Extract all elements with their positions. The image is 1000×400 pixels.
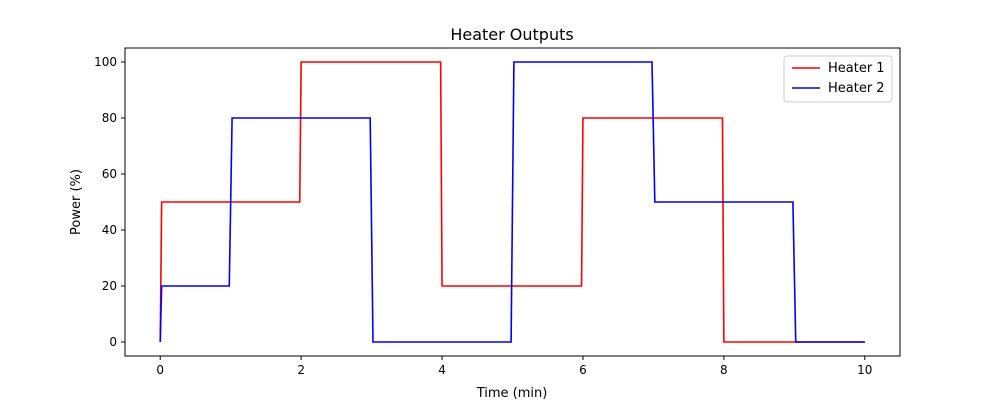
- legend: Heater 1 Heater 2: [783, 55, 893, 103]
- series-line-2: [159, 61, 865, 343]
- chart-title: Heater Outputs: [450, 25, 573, 44]
- y-tick-label: 40: [102, 223, 117, 237]
- x-ticks: 0 2 4 6 8 10: [156, 356, 872, 377]
- y-tick-label: 0: [109, 335, 117, 349]
- y-tick-label: 20: [102, 279, 117, 293]
- y-ticks: 0 20 40 60 80 100: [94, 55, 125, 349]
- legend-label-2: Heater 2: [828, 81, 885, 96]
- x-tick-label: 8: [720, 363, 728, 377]
- y-tick-label: 60: [102, 167, 117, 181]
- x-tick-label: 4: [438, 363, 446, 377]
- x-tick-label: 10: [857, 363, 872, 377]
- x-tick-label: 6: [579, 363, 587, 377]
- series-layer: [159, 61, 865, 343]
- x-axis-label: Time (min): [476, 386, 548, 400]
- x-tick-label: 2: [297, 363, 305, 377]
- y-axis-label: Power (%): [69, 169, 84, 235]
- series-line-1: [159, 61, 865, 343]
- y-tick-label: 100: [94, 55, 117, 69]
- x-tick-label: 0: [156, 363, 164, 377]
- axes-frame: [124, 47, 901, 357]
- legend-label-1: Heater 1: [828, 61, 885, 76]
- y-tick-label: 80: [102, 111, 117, 125]
